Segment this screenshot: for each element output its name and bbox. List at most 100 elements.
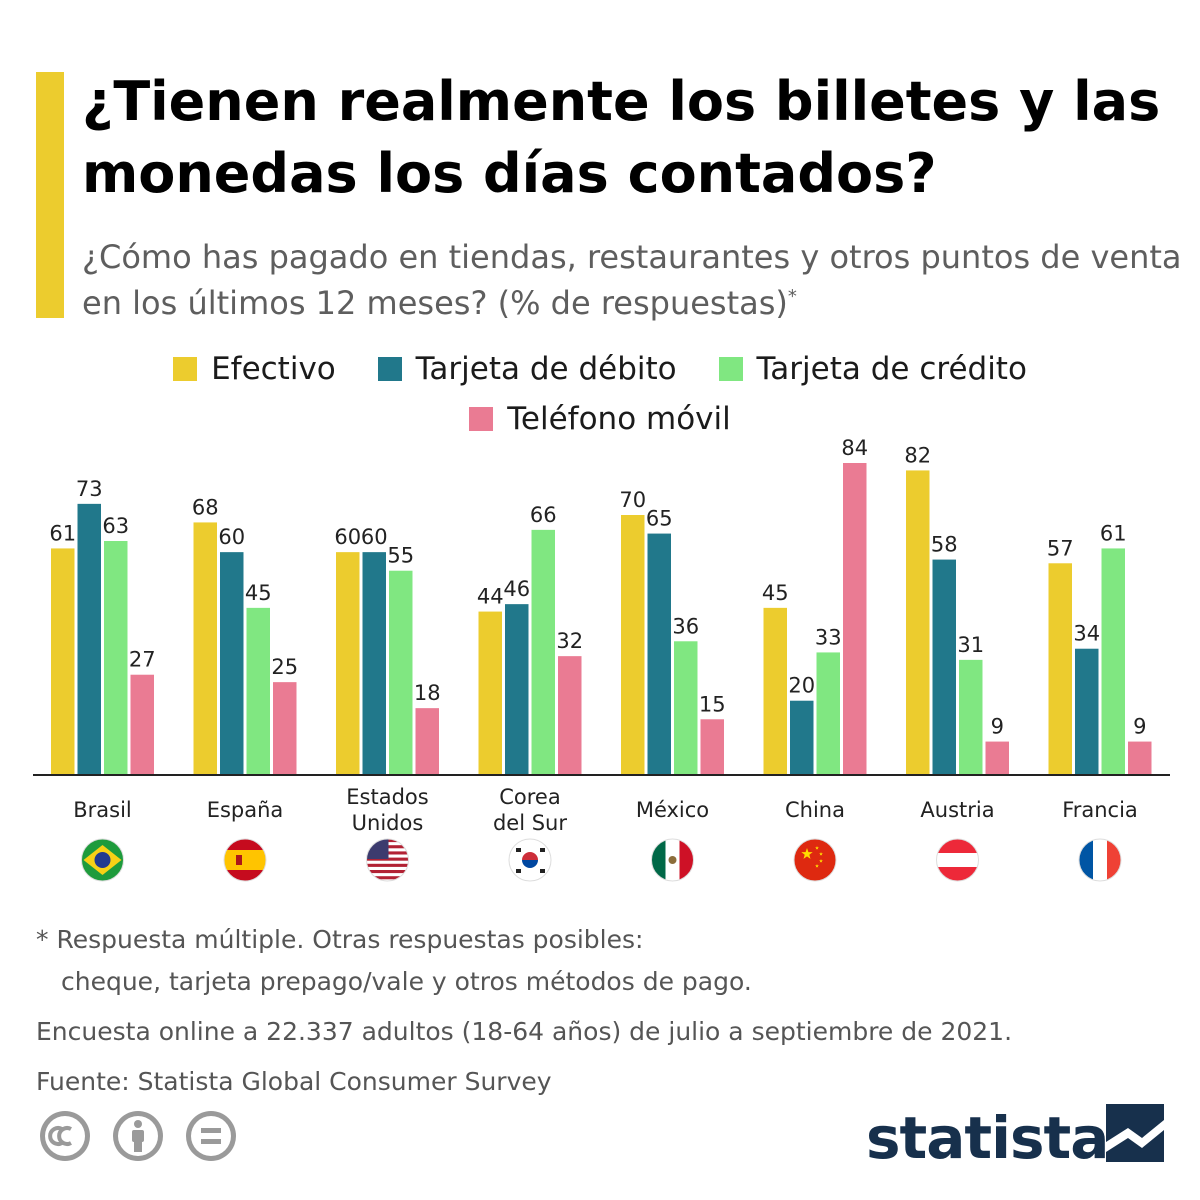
category-group: 82 58 31 9 Austria <box>904 443 1009 882</box>
bar <box>362 552 386 775</box>
x-tick-label: Estados Unidos <box>346 785 428 835</box>
legend-item-movil: Teléfono móvil <box>469 394 731 444</box>
bar-value-label: 60 <box>218 525 245 549</box>
statista-logo[interactable]: statista <box>866 1098 1166 1170</box>
source-note: Fuente: Statista Global Consumer Survey <box>36 1067 552 1096</box>
legend-swatch-debito <box>377 357 402 381</box>
bar <box>985 741 1009 775</box>
chart-legend: Efectivo Tarjeta de débito Tarjeta de cr… <box>60 344 1140 444</box>
bar <box>220 552 244 775</box>
bar <box>1128 741 1152 775</box>
legend-item-debito: Tarjeta de débito <box>377 344 677 394</box>
footnote-line-1: * Respuesta múltiple. Otras respuestas p… <box>36 925 644 954</box>
x-tick-label: España <box>207 798 284 822</box>
footnote: * Respuesta múltiple. Otras respuestas p… <box>36 922 1176 1106</box>
bar <box>130 674 154 775</box>
bar <box>246 607 270 775</box>
bar-value-label: 68 <box>192 495 219 519</box>
bar-value-label: 32 <box>556 629 583 653</box>
bar-value-label: 45 <box>245 581 272 605</box>
bar-value-label: 61 <box>1100 521 1127 545</box>
bar-value-label: 34 <box>1073 622 1100 646</box>
bar <box>816 652 840 775</box>
bar <box>621 515 645 775</box>
bar <box>505 604 529 775</box>
bar-value-label: 18 <box>414 681 441 705</box>
statista-mark-icon <box>1106 1104 1164 1162</box>
statista-wordmark: statista <box>866 1104 1108 1170</box>
bar-value-label: 55 <box>387 544 414 568</box>
chart-title: ¿Tienen realmente los billetes y las mon… <box>82 70 1161 205</box>
cc-icon[interactable] <box>40 1111 90 1161</box>
x-tick-label: China <box>785 798 845 822</box>
bar <box>1075 648 1099 775</box>
bar <box>790 700 814 775</box>
south-korea-flag-icon <box>508 838 552 882</box>
legend-swatch-efectivo <box>173 357 198 381</box>
footnote-line-2: cheque, tarjeta prepago/vale y otros mét… <box>61 967 752 996</box>
bar <box>415 708 439 775</box>
category-group: 57 34 61 9 Francia <box>1047 521 1152 882</box>
austria-flag-icon <box>936 838 979 882</box>
china-flag-icon <box>793 838 837 882</box>
bar-value-label: 63 <box>102 514 129 538</box>
bar-value-label: 82 <box>904 443 931 467</box>
bar <box>647 533 671 775</box>
bar-value-label: 46 <box>503 577 530 601</box>
bar-value-label: 33 <box>815 625 842 649</box>
legend-item-credito: Tarjeta de crédito <box>718 344 1027 394</box>
attribution-icon[interactable] <box>113 1111 163 1161</box>
bar <box>763 607 787 775</box>
x-tick-label: Francia <box>1062 798 1138 822</box>
legend-item-efectivo: Efectivo <box>173 344 336 394</box>
category-group: 68 60 45 25 España <box>192 495 298 882</box>
mexico-flag-icon <box>651 838 694 882</box>
no-derivatives-icon[interactable] <box>186 1111 236 1161</box>
bar-value-label: 60 <box>334 525 361 549</box>
x-tick-label: Corea del Sur <box>493 785 567 835</box>
x-tick-label: Brasil <box>73 798 132 822</box>
license-icons <box>40 1111 236 1161</box>
bar <box>193 522 217 775</box>
bar-value-label: 31 <box>957 633 984 657</box>
bar <box>700 719 724 775</box>
category-group: 45 20 33 84 China <box>762 436 868 882</box>
x-tick-label: Austria <box>920 798 994 822</box>
bar-value-label: 9 <box>1133 715 1146 739</box>
brazil-flag-icon <box>81 838 124 882</box>
x-tick-label: México <box>636 798 709 822</box>
survey-note: Encuesta online a 22.337 adultos (18-64 … <box>36 1017 1013 1046</box>
bar <box>531 529 555 775</box>
bar <box>51 548 75 775</box>
legend-label-credito: Tarjeta de crédito <box>756 351 1027 387</box>
bar-value-label: 84 <box>841 436 868 460</box>
usa-flag-icon <box>366 838 409 882</box>
bar-value-label: 61 <box>49 521 76 545</box>
subtitle-text: ¿Cómo has pagado en tiendas, restaurante… <box>82 238 1182 322</box>
bar <box>558 656 582 775</box>
bar <box>478 611 502 775</box>
legend-swatch-movil <box>469 407 494 431</box>
bar-value-label: 58 <box>931 533 958 557</box>
bar-value-label: 20 <box>788 674 815 698</box>
subtitle-footnote-mark: * <box>787 286 797 307</box>
category-group: 44 46 66 32 Corea del Sur <box>477 503 583 882</box>
legend-swatch-credito <box>718 357 743 381</box>
france-flag-icon <box>1078 838 1122 882</box>
chart-subtitle: ¿Cómo has pagado en tiendas, restaurante… <box>82 234 1182 326</box>
legend-label-debito: Tarjeta de débito <box>415 351 677 387</box>
bar-value-label: 57 <box>1047 536 1074 560</box>
bar-value-label: 45 <box>762 581 789 605</box>
bar-value-label: 27 <box>129 648 156 672</box>
bar <box>77 503 101 775</box>
bar-value-label: 73 <box>76 477 103 501</box>
bar <box>273 682 297 775</box>
bar <box>843 463 867 775</box>
bar-value-label: 44 <box>477 585 504 609</box>
bar-value-label: 25 <box>271 655 298 679</box>
spain-flag-icon <box>223 838 267 882</box>
bar-value-label: 9 <box>991 715 1004 739</box>
